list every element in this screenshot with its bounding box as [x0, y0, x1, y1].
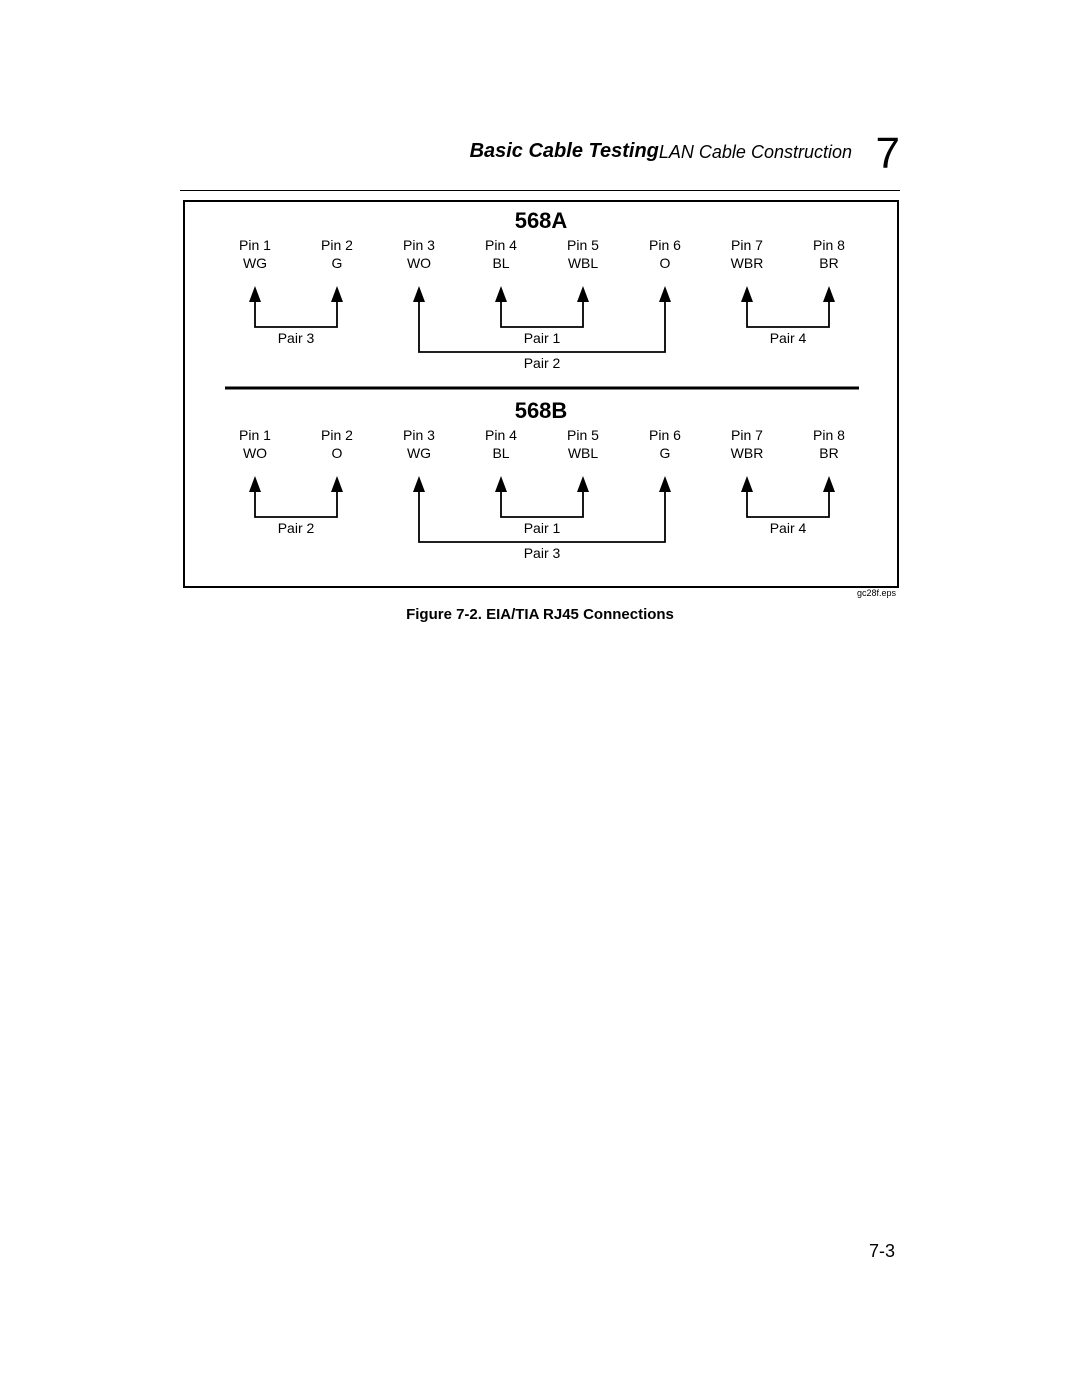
- pair-bracket: [255, 492, 337, 517]
- pair-label: Pair 3: [278, 330, 315, 346]
- figure-caption: Figure 7-2. EIA/TIA RJ45 Connections: [180, 606, 900, 623]
- pin-number-label: Pin 3: [403, 237, 435, 253]
- pair-bracket: [747, 302, 829, 327]
- pin-number-label: Pin 3: [403, 427, 435, 443]
- wiring-diagram: 568A Pin 1 WG Pin 2 G Pin 3 WO Pin 4 BL Pin 5 WBL P…: [185, 202, 897, 586]
- pin-color-label: BL: [492, 255, 509, 271]
- pin-color-label: WO: [407, 255, 431, 271]
- pin-number-label: Pin 6: [649, 237, 681, 253]
- pair-label: Pair 2: [524, 355, 561, 371]
- pin-color-label: WBL: [568, 445, 599, 461]
- pin-number-label: Pin 8: [813, 237, 845, 253]
- pin-number-label: Pin 2: [321, 427, 353, 443]
- page-header: Basic Cable TestingLAN Cable Constructio…: [180, 140, 900, 191]
- pin-number-label: Pin 4: [485, 427, 517, 443]
- pin-color-label: BL: [492, 445, 509, 461]
- pin-number-label: Pin 4: [485, 237, 517, 253]
- pin-color-label: BR: [819, 255, 838, 271]
- chapter-number: 7: [876, 134, 900, 174]
- figure-container: 568A Pin 1 WG Pin 2 G Pin 3 WO Pin 4 BL Pin 5 WBL P…: [183, 200, 899, 588]
- pin-color-label: BR: [819, 445, 838, 461]
- pair-label: Pair 4: [770, 330, 807, 346]
- pin-number-label: Pin 5: [567, 427, 599, 443]
- standard-title: 568A: [515, 208, 568, 233]
- pin-color-label: O: [332, 445, 343, 461]
- pin-number-label: Pin 6: [649, 427, 681, 443]
- pair-label: Pair 2: [278, 520, 315, 536]
- pin-number-label: Pin 7: [731, 427, 763, 443]
- pair-bracket: [255, 302, 337, 327]
- pin-number-label: Pin 1: [239, 237, 271, 253]
- pin-color-label: WG: [407, 445, 431, 461]
- pin-number-label: Pin 2: [321, 237, 353, 253]
- pin-color-label: WO: [243, 445, 267, 461]
- pair-label: Pair 3: [524, 545, 561, 561]
- pin-number-label: Pin 8: [813, 427, 845, 443]
- document-page: Basic Cable TestingLAN Cable Constructio…: [0, 0, 1080, 1397]
- standard-title: 568B: [515, 398, 568, 423]
- pin-color-label: O: [660, 255, 671, 271]
- pin-color-label: G: [660, 445, 671, 461]
- pair-bracket: [501, 302, 583, 327]
- header-title: Basic Cable Testing: [470, 140, 659, 163]
- pin-number-label: Pin 7: [731, 237, 763, 253]
- pin-color-label: WG: [243, 255, 267, 271]
- pair-bracket: [747, 492, 829, 517]
- pair-bracket: [501, 492, 583, 517]
- page-number: 7-3: [869, 1241, 895, 1262]
- pair-label: Pair 1: [524, 330, 561, 346]
- pair-label: Pair 4: [770, 520, 807, 536]
- pin-color-label: G: [332, 255, 343, 271]
- pin-color-label: WBL: [568, 255, 599, 271]
- pair-label: Pair 1: [524, 520, 561, 536]
- pin-number-label: Pin 5: [567, 237, 599, 253]
- eps-filename-label: gc28f.eps: [857, 588, 896, 598]
- pin-color-label: WBR: [731, 445, 764, 461]
- header-subtitle: LAN Cable Construction: [659, 142, 852, 163]
- pin-number-label: Pin 1: [239, 427, 271, 443]
- pin-color-label: WBR: [731, 255, 764, 271]
